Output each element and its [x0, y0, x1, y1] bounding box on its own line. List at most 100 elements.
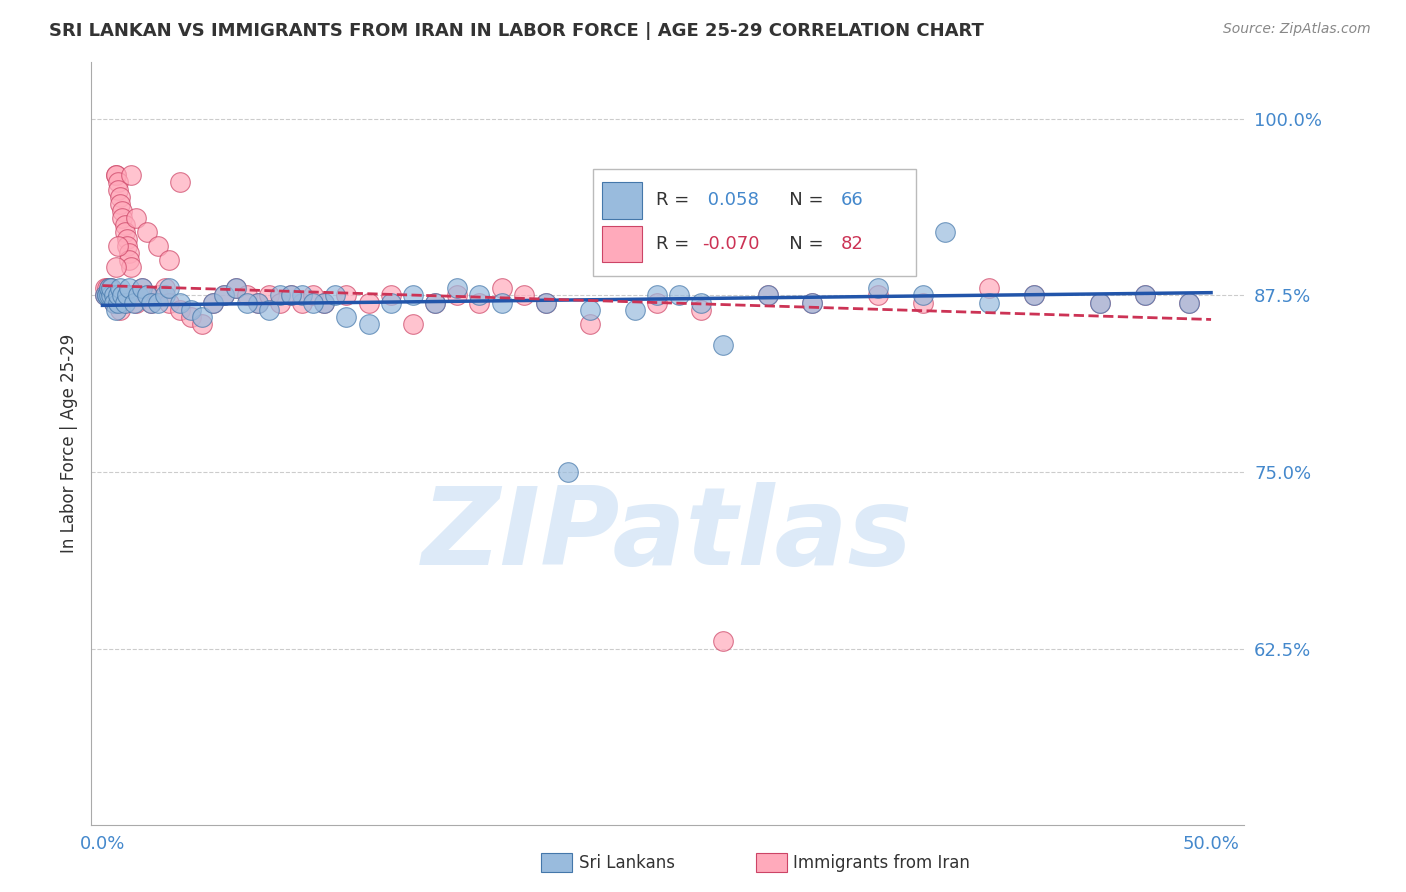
Text: N =: N =: [772, 191, 830, 209]
Point: [157, 281, 180, 295]
Point: [357, 317, 380, 331]
Point: [100, 288, 122, 302]
Point: [911, 288, 934, 302]
Point: [111, 211, 134, 225]
Point: [118, 288, 141, 302]
Point: [302, 295, 325, 310]
Point: [111, 203, 134, 218]
Point: [96, 288, 118, 302]
Point: [169, 176, 191, 190]
Point: [180, 310, 202, 324]
Point: [1022, 288, 1045, 302]
Point: [1178, 295, 1201, 310]
Point: [468, 295, 491, 310]
Point: [645, 295, 668, 310]
Point: [114, 218, 136, 232]
Point: [169, 295, 191, 310]
Point: [214, 288, 236, 302]
Point: [269, 288, 291, 302]
Point: [146, 288, 169, 302]
FancyBboxPatch shape: [593, 169, 915, 276]
Point: [380, 295, 402, 310]
Point: [127, 288, 149, 302]
Point: [491, 281, 513, 295]
Text: ZIPatlas: ZIPatlas: [422, 483, 914, 589]
Point: [96, 281, 118, 295]
Point: [357, 295, 380, 310]
Point: [668, 288, 690, 302]
Text: Sri Lankans: Sri Lankans: [579, 854, 675, 871]
Point: [104, 302, 127, 317]
Point: [125, 211, 148, 225]
Text: R =: R =: [657, 191, 696, 209]
Point: [157, 253, 180, 268]
Text: 82: 82: [841, 235, 863, 253]
Point: [246, 295, 269, 310]
Point: [1022, 288, 1045, 302]
Point: [202, 295, 225, 310]
Point: [120, 260, 142, 275]
Point: [801, 295, 824, 310]
Point: [110, 302, 132, 317]
Point: [103, 295, 125, 310]
Point: [103, 288, 125, 302]
Point: [979, 295, 1001, 310]
Point: [202, 295, 225, 310]
Point: [135, 288, 157, 302]
Point: [93, 288, 115, 302]
Point: [98, 288, 121, 302]
Point: [1178, 295, 1201, 310]
Point: [280, 288, 302, 302]
Point: [335, 288, 357, 302]
Point: [104, 169, 127, 183]
Point: [801, 295, 824, 310]
Point: [103, 288, 125, 302]
Point: [107, 288, 129, 302]
Point: [191, 310, 214, 324]
Point: [1133, 288, 1156, 302]
Point: [302, 288, 325, 302]
Point: [979, 281, 1001, 295]
Point: [146, 239, 169, 253]
Point: [93, 288, 115, 302]
Point: [96, 288, 118, 302]
Point: [314, 295, 336, 310]
Point: [104, 260, 127, 275]
Point: [335, 310, 357, 324]
Point: [235, 288, 257, 302]
Point: [380, 288, 402, 302]
Point: [711, 634, 734, 648]
Point: [690, 295, 713, 310]
Point: [291, 295, 314, 310]
Point: [141, 295, 163, 310]
Point: [114, 225, 136, 239]
Point: [191, 317, 214, 331]
Text: R =: R =: [657, 235, 696, 253]
Point: [690, 302, 713, 317]
Point: [98, 288, 121, 302]
Point: [118, 253, 141, 268]
Point: [114, 295, 136, 310]
Point: [135, 225, 157, 239]
Point: [153, 288, 176, 302]
Point: [1088, 295, 1111, 310]
Point: [110, 189, 132, 203]
Point: [98, 281, 121, 295]
Point: [146, 295, 169, 310]
Point: [623, 302, 645, 317]
Point: [110, 281, 132, 295]
Point: [110, 196, 132, 211]
Point: [107, 183, 129, 197]
Point: [534, 295, 557, 310]
Point: [135, 288, 157, 302]
Point: [115, 288, 138, 302]
Point: [224, 281, 247, 295]
Point: [169, 302, 191, 317]
Point: [1088, 295, 1111, 310]
Point: [423, 295, 446, 310]
Point: [756, 288, 779, 302]
Point: [446, 281, 468, 295]
Text: SRI LANKAN VS IMMIGRANTS FROM IRAN IN LABOR FORCE | AGE 25-29 CORRELATION CHART: SRI LANKAN VS IMMIGRANTS FROM IRAN IN LA…: [49, 22, 984, 40]
Point: [579, 317, 602, 331]
Point: [157, 295, 180, 310]
